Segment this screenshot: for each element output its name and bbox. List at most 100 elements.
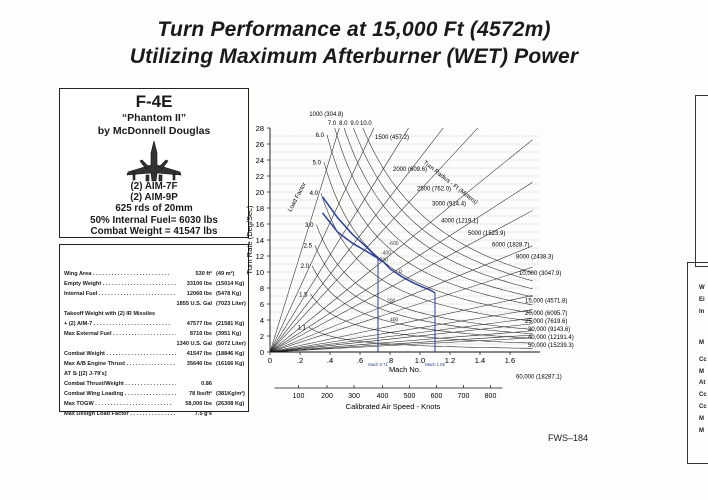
load-factor-label: 6.0: [316, 133, 325, 139]
spec-value: 1855 U.S. Gal: [176, 301, 212, 307]
load-factor-curve: [353, 128, 533, 282]
load-factor-curve: [320, 193, 533, 322]
load-factor-curve: [343, 128, 533, 290]
spec-value: 58,000 lbs: [185, 401, 212, 407]
spec-value: 7.5 g's: [194, 411, 212, 417]
turn-radius-line: [270, 128, 375, 352]
turn-radius-label: 6000 (1828.7): [492, 242, 529, 248]
spec-value: 1340 U.S. Gal: [176, 341, 212, 347]
spec-metric: (15014 Kg): [216, 281, 245, 287]
spec-row: Empty Weight 33100 lbs (15014 Kg): [64, 279, 246, 289]
spec-label: AT Sₗ [(2) J-79's]: [64, 371, 107, 377]
spec-metric: (21581 Kg): [216, 321, 245, 327]
spec-label: Combat Wing Loading: [64, 389, 176, 399]
right-edge-letter: At: [699, 380, 706, 386]
x-tick-label: 1.4: [475, 356, 485, 365]
load-factor-label: 2.5: [304, 244, 313, 250]
turn-radius-label: 3000 (914.4): [432, 202, 466, 208]
x-tick-label: 1.0: [415, 356, 425, 365]
right-edge-letter: Cc: [699, 404, 707, 410]
y-tick-label: 24: [256, 156, 264, 165]
spec-value: 47577 lbs: [186, 321, 212, 327]
specifications-table: Wing Area 530 ft² (49 m²) Empty Weight 33100…: [64, 269, 246, 419]
spec-metric: (18846 Kg): [216, 351, 245, 357]
turn-radius-label: 40,000 (12191.4): [528, 335, 574, 341]
spec-row: + (2) AIM-7 47577 lbs (21581 Kg): [64, 319, 246, 329]
right-edge-letter: M: [699, 428, 704, 434]
spec-metric: (5072 Liter): [216, 341, 246, 347]
y-tick-label: 2: [260, 332, 264, 341]
cas-axis-label: Calibrated Air Speed - Knots: [346, 402, 441, 411]
spec-row: Combat Weight 41547 lbs (18846 Kg): [64, 349, 246, 359]
cas-tick-label: 200: [321, 393, 333, 400]
loadout-line: Combat Weight = 41547 lbs: [90, 225, 218, 237]
spec-label: Takeoff Weight with (2) IR Missiles: [64, 311, 156, 317]
cas-tick-label: 100: [293, 393, 305, 400]
load-factor-label: 10.0: [360, 121, 372, 127]
turn-radius-label: 15,000 (4571.8): [525, 298, 567, 304]
spec-row: AT Sₗ [(2) J-79's]: [64, 369, 246, 379]
chart-title-line-1: Turn Performance at 15,000 Ft (4572m): [157, 18, 551, 41]
y-tick-label: 26: [256, 140, 264, 149]
spec-value: 41547 lbs: [186, 351, 212, 357]
aircraft-silhouette-icon: [126, 140, 182, 182]
x-tick-label: .4: [327, 356, 333, 365]
load-factor-label: 7.0: [328, 121, 337, 127]
y-tick-label: 14: [256, 236, 264, 245]
x-tick-label: .2: [297, 356, 303, 365]
turn-radius-label: 1500 (457.2): [375, 135, 409, 141]
turn-radius-label: 1000 (304.8): [309, 112, 343, 118]
spec-label: Empty Weight: [64, 279, 176, 289]
cas-tick-label: 300: [348, 393, 360, 400]
spec-value: 0.86: [201, 381, 212, 387]
turn-radius-line: [270, 128, 340, 352]
load-factor-label: 4.0: [310, 191, 319, 197]
x-tick-label: .8: [387, 356, 393, 365]
y-tick-label: 8: [260, 284, 264, 293]
turn-radius-line: [270, 330, 533, 352]
spec-value: 35640 lbs: [186, 361, 212, 367]
figure-code: FWS–184: [548, 433, 589, 443]
ps-contour-label: -200: [378, 258, 388, 264]
cas-tick-label: 400: [377, 393, 389, 400]
load-factor-label: 3.0: [305, 223, 314, 229]
spec-row: Takeoff Weight with (2) IR Missiles: [64, 309, 246, 319]
load-factor-curve: [310, 294, 533, 344]
right-edge-letter: M: [699, 416, 704, 422]
spec-metric: (16166 Kg): [216, 361, 245, 367]
aircraft-nickname: “Phantom II”: [121, 112, 187, 124]
cas-tick-label: 700: [458, 393, 470, 400]
spec-value: 8710 lbs: [189, 331, 212, 337]
y-tick-label: 10: [256, 268, 264, 277]
spec-row: Max A/B Engine Thrust 35640 lbs (16166 Kg): [64, 359, 246, 369]
turn-radius-line: [270, 210, 533, 352]
spec-value: 530 ft²: [195, 271, 212, 277]
y-tick-label: 20: [256, 188, 264, 197]
turn-radius-label: 25,000 (7619.6): [525, 319, 567, 325]
aircraft-designation: F-4E: [135, 92, 173, 111]
load-factor-label: 9.0: [350, 121, 359, 127]
load-factor-curve: [314, 245, 533, 334]
cas-tick-label: 600: [431, 393, 443, 400]
turn-radius-label: 20,000 (6095.7): [525, 311, 567, 317]
y-tick-label: 0: [260, 348, 264, 357]
spec-metric: (5478 Kg): [216, 291, 242, 297]
turn-radius-title: Turn Radius - Ft (Meters): [422, 160, 479, 206]
x-tick-label: 1.6: [505, 356, 515, 365]
turn-radius-line: [270, 128, 409, 352]
spec-row: Internal Fuel 12060 lbs (5478 Kg): [64, 289, 246, 299]
turn-radius-line: [270, 334, 533, 352]
turn-radius-line: [270, 323, 533, 352]
spec-metric: (49 m²): [216, 271, 235, 277]
turn-radius-line: [270, 128, 479, 352]
spec-label: Max External Fuel: [64, 329, 176, 339]
right-edge-letter: M: [699, 369, 704, 375]
turn-radius-line: [270, 309, 533, 352]
right-edge-letter: W: [699, 285, 705, 291]
x-tick-label: 1.2: [445, 356, 455, 365]
load-factor-curve: [362, 128, 533, 273]
turn-radius-line: [270, 182, 533, 352]
chart-title-line-2: Utilizing Maximum Afterburner (WET) Powe…: [129, 45, 579, 68]
turn-radius-line: [270, 266, 533, 352]
specifications-box: Wing Area 530 ft² (49 m²) Empty Weight 33100…: [59, 244, 249, 417]
